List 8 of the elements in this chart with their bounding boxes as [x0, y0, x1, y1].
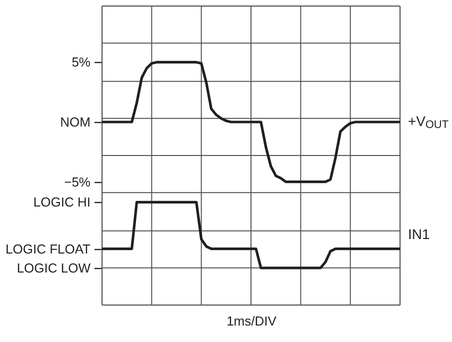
x-axis-title: 1ms/DIV [226, 314, 277, 328]
y-tick-label: −5% [64, 174, 91, 190]
y-tick-label: 5% [72, 54, 91, 70]
series-label: IN1 [408, 226, 430, 242]
y-tick-label: LOGIC HI [33, 194, 90, 210]
y-tick-label: LOGIC LOW [16, 260, 92, 276]
y-tick-label: LOGIC FLOAT [6, 241, 91, 256]
y-tick-label: NOM [60, 114, 90, 130]
